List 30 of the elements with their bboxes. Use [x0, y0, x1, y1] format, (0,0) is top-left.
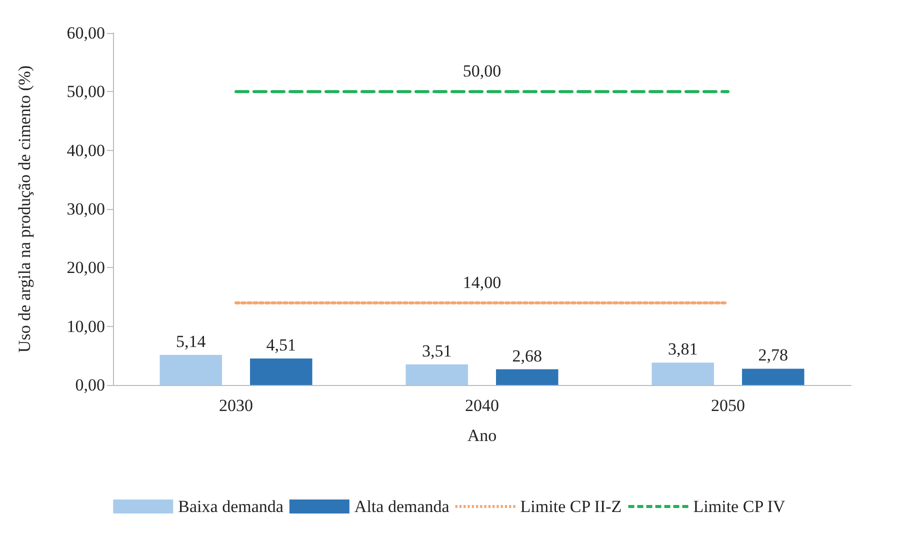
data-label: 50,00	[462, 62, 502, 81]
x-tick-label: 2040	[465, 396, 499, 415]
y-tick-label: 30,00	[66, 200, 105, 218]
y-axis-title: Uso de argila na produção de cimento (%)	[15, 65, 34, 353]
data-label: 2,78	[758, 346, 788, 365]
y-tick-label: 50,00	[66, 82, 105, 102]
x-tick-label: 2030	[219, 396, 253, 415]
y-tick-label: 0,00	[75, 376, 105, 394]
y-tick-label: 20,00	[66, 258, 105, 278]
y-tick-label: 10,00	[66, 316, 105, 336]
legend-label: Limite CP IV	[693, 497, 786, 516]
x-tick-label: 2050	[711, 396, 745, 415]
bar	[742, 368, 804, 385]
legend-label: Baixa demanda	[178, 497, 284, 516]
bar	[250, 358, 312, 385]
y-tick-label: 40,00	[66, 140, 105, 160]
data-label: 2,68	[512, 346, 542, 366]
data-label: 3,51	[422, 341, 452, 360]
bar	[406, 364, 468, 385]
data-label: 5,14	[176, 332, 206, 351]
bar	[160, 354, 222, 385]
bar	[652, 362, 714, 385]
legend-label: Alta demanda	[354, 497, 450, 516]
bar	[496, 369, 558, 385]
data-label: 3,81	[668, 340, 698, 359]
legend-label: Limite CP II-Z	[520, 497, 622, 516]
data-label: 14,00	[462, 272, 502, 292]
data-label: 4,51	[266, 336, 296, 355]
x-axis-title: Ano	[467, 426, 497, 445]
y-tick-label: 60,00	[66, 24, 105, 42]
